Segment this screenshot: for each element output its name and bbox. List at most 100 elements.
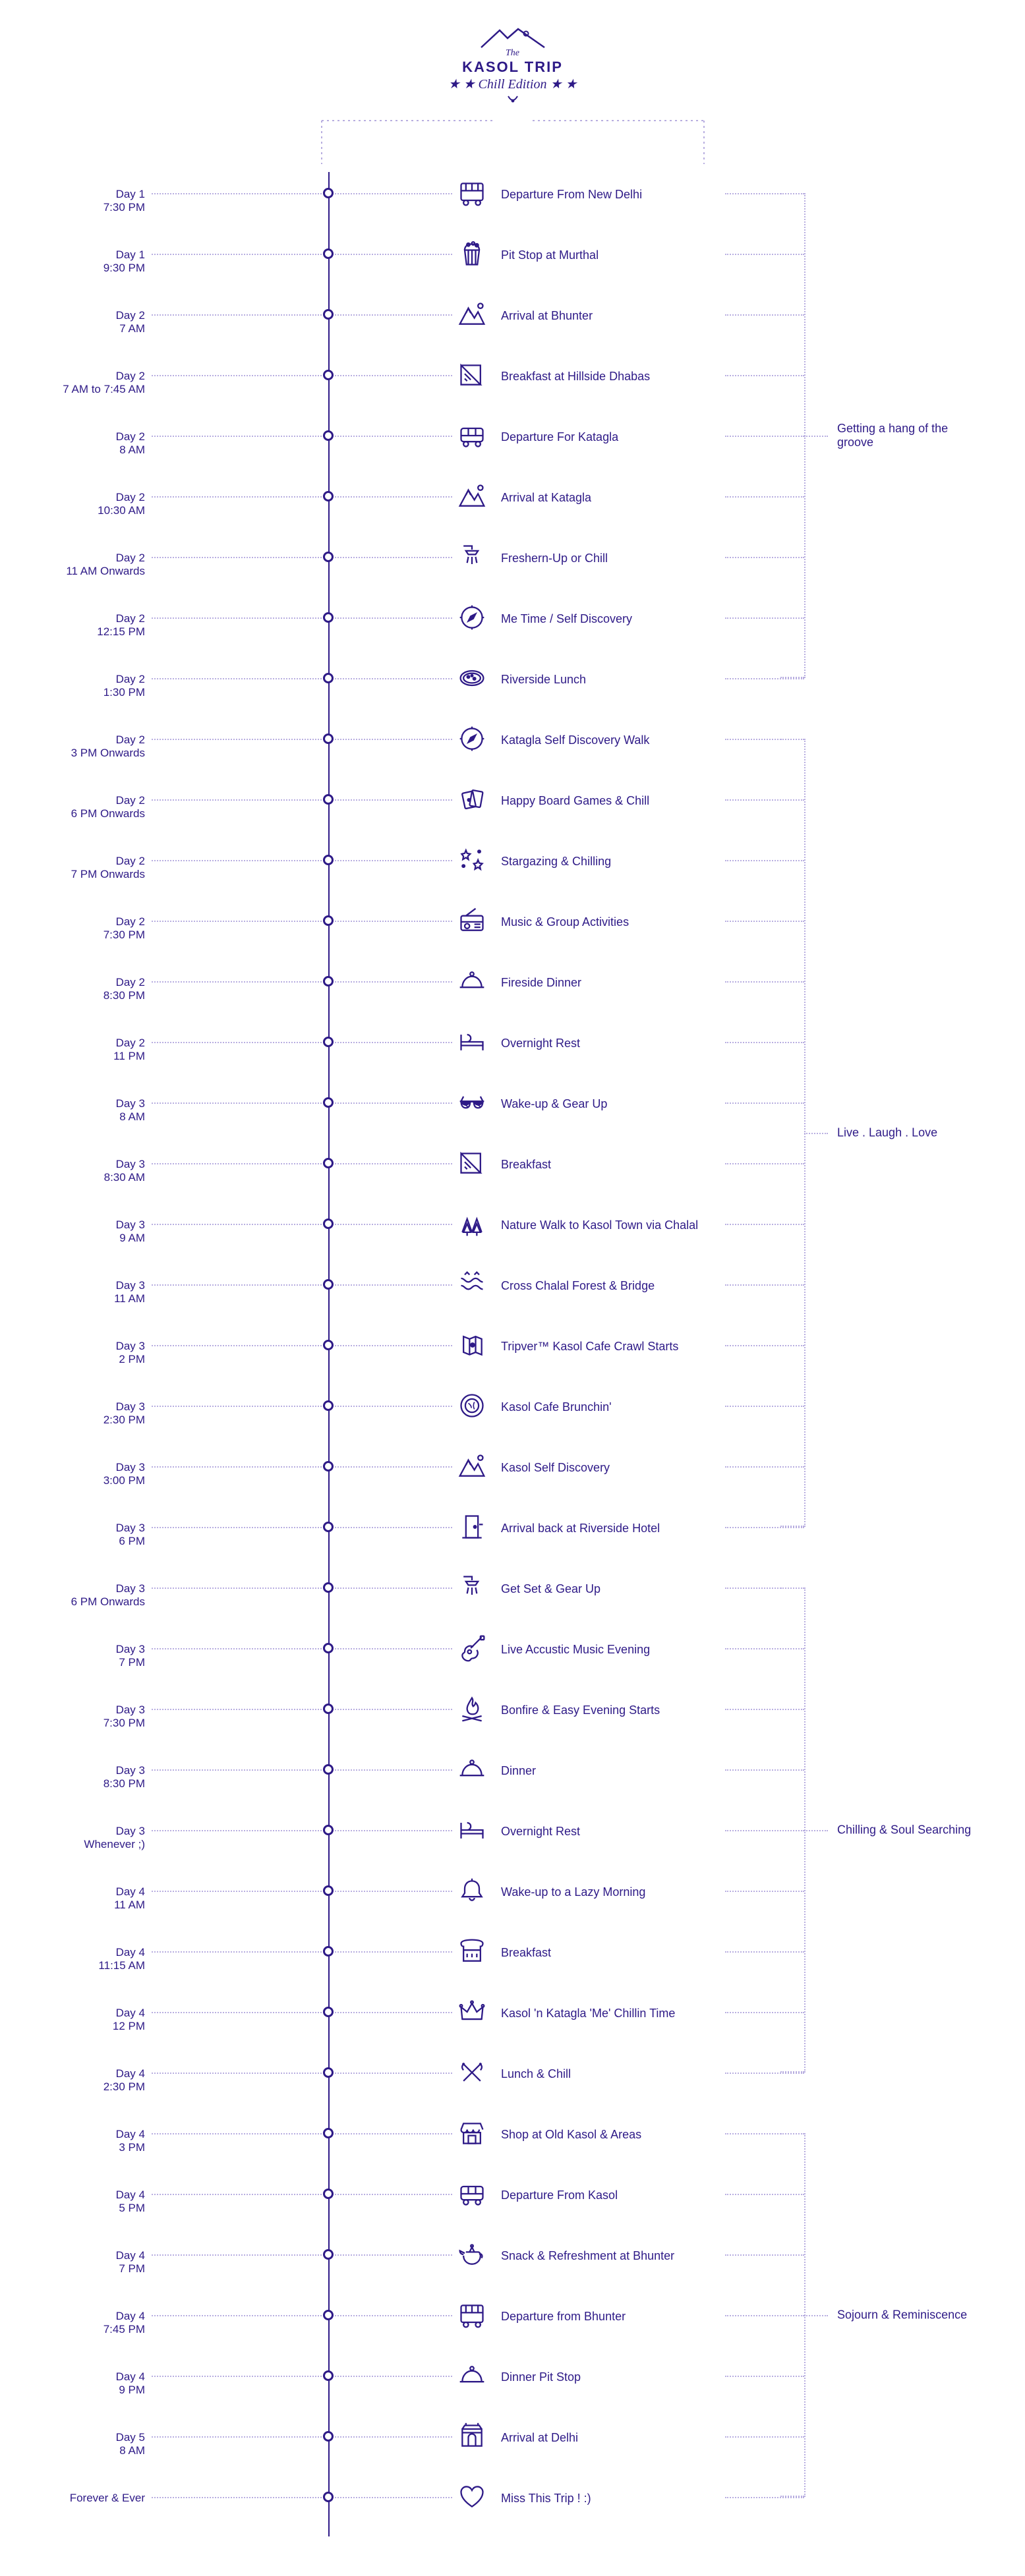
time-label: Day 411:15 AM [13, 1946, 145, 1973]
connector-right [330, 1284, 452, 1286]
connector-left [152, 678, 327, 679]
time-label: Day 38:30 AM [13, 1158, 145, 1185]
connector-left [152, 1345, 327, 1346]
bracket-connector [725, 1163, 804, 1164]
timeline-node [323, 673, 334, 683]
timeline-node [323, 1643, 334, 1653]
timeline-node [323, 1340, 334, 1350]
bracket-connector [725, 375, 804, 376]
connector-right [330, 1769, 452, 1771]
timeline-row: Day 17:30 PMDeparture From New Delhi [13, 172, 1012, 233]
time-label: Day 39 AM [13, 1218, 145, 1245]
time-label: Day 411 AM [13, 1885, 145, 1912]
timeline-node [323, 1158, 334, 1168]
connector-left [152, 2133, 327, 2134]
timeline-node [323, 309, 334, 320]
time-text: 3 PM [13, 2141, 145, 2154]
day-text: Day 4 [13, 2067, 145, 2080]
connector-left [152, 981, 327, 983]
event-label: Breakfast at Hillside Dhabas [501, 370, 650, 384]
timeline-node [323, 1400, 334, 1411]
bracket-connector [725, 617, 804, 619]
event-label: Tripver™ Kasol Cafe Crawl Starts [501, 1340, 678, 1354]
connector-left [152, 1709, 327, 1710]
connector-right [330, 678, 452, 679]
timeline-row: Day 211 AM OnwardsFreshern-Up or Chill [13, 536, 1012, 596]
timeline-row: Day 412 PM Kasol 'n Katagla 'Me' Chillin … [13, 1991, 1012, 2051]
event-label: Kasol Self Discovery [501, 1461, 610, 1475]
connector-right [330, 2073, 452, 2074]
time-text: 7 AM [13, 322, 145, 335]
connector-left [152, 1769, 327, 1771]
cloche-icon [456, 965, 488, 997]
connector-right [330, 1648, 452, 1649]
connector-left [152, 1588, 327, 1589]
event-label: Snack & Refreshment at Bhunter [501, 2249, 674, 2263]
day-text: Day 3 [13, 1400, 145, 1414]
timeline-node [323, 2067, 334, 2078]
day-text: Day 2 [13, 491, 145, 504]
radio-icon [456, 905, 488, 936]
connector-right [330, 2194, 452, 2195]
timeline-node [323, 612, 334, 623]
logo-topline: The [427, 48, 599, 59]
shower-icon [456, 1572, 488, 1603]
time-label: Day 3Whenever ;) [13, 1825, 145, 1852]
time-label: Day 412 PM [13, 2007, 145, 2034]
sandwich-icon [456, 359, 488, 391]
time-text: 2:30 PM [13, 1414, 145, 1427]
connector-left [152, 2497, 327, 2498]
toast-icon [456, 1935, 488, 1967]
time-text: 9 PM [13, 2384, 145, 2397]
event-label: Live Accustic Music Evening [501, 1643, 650, 1657]
day-text: Day 3 [13, 1582, 145, 1595]
day-text: Day 3 [13, 1643, 145, 1656]
time-label: Day 36 PM [13, 1522, 145, 1549]
timeline-row: Day 212:15 PMMe Time / Self Discovery [13, 596, 1012, 657]
connector-left [152, 557, 327, 558]
connector-left [152, 1042, 327, 1043]
connector-left [152, 2194, 327, 2195]
time-text: 11:15 AM [13, 1959, 145, 1972]
connector-left [152, 1224, 327, 1225]
timeline-node [323, 1218, 334, 1229]
bracket-connector [725, 678, 804, 679]
time-label: Day 21:30 PM [13, 673, 145, 700]
event-label: Overnight Rest [501, 1037, 580, 1050]
event-label: Me Time / Self Discovery [501, 612, 632, 626]
time-label: Day 27:30 PM [13, 915, 145, 942]
timeline-row: Day 37:30 PMBonfire & Easy Evening Start… [13, 1688, 1012, 1748]
time-text: 8:30 AM [13, 1171, 145, 1184]
connector-right [330, 1588, 452, 1589]
timeline-row: Day 311 AMCross Chalal Forest & Bridge [13, 1263, 1012, 1324]
timeline-node [323, 1946, 334, 1957]
timeline-row: Day 38:30 PMDinner [13, 1748, 1012, 1809]
connector-right [330, 2436, 452, 2438]
phase-bracket-tick [804, 1133, 828, 1134]
timeline-node [323, 1461, 334, 1472]
timeline-row: Day 58 AMArrival at Delhi [13, 2415, 1012, 2476]
connector-right [330, 2497, 452, 2498]
logo-title: KASOL TRIP [427, 59, 599, 76]
phase-bracket [804, 2133, 805, 2497]
day-text: Day 4 [13, 2189, 145, 2202]
timeline-row: Day 210:30 AMArrival at Katagla [13, 475, 1012, 536]
timeline-row: Day 32 PMTripver™ Kasol Cafe Crawl Start… [13, 1324, 1012, 1385]
timeline-node [323, 2370, 334, 2381]
crown-icon [456, 1996, 488, 2028]
day-text: Day 3 [13, 1522, 145, 1535]
timeline-node [323, 855, 334, 865]
event-label: Kasol 'n Katagla 'Me' Chillin Time [501, 2007, 675, 2020]
time-label: Day 27 PM Onwards [13, 855, 145, 882]
timeline-node [323, 2310, 334, 2320]
timeline-row: Day 49 PMDinner Pit Stop [13, 2355, 1012, 2415]
cloche-icon [456, 2360, 488, 2391]
bracket-connector [725, 2254, 804, 2256]
bracket-connector [725, 254, 804, 255]
time-label: Day 211 PM [13, 1037, 145, 1064]
time-label: Day 45 PM [13, 2189, 145, 2216]
timeline-row: Day 32:30 PMKasol Cafe Brunchin' [13, 1385, 1012, 1445]
time-text: 8 AM [13, 2444, 145, 2457]
day-text: Day 3 [13, 1825, 145, 1838]
event-label: Get Set & Gear Up [501, 1582, 600, 1596]
